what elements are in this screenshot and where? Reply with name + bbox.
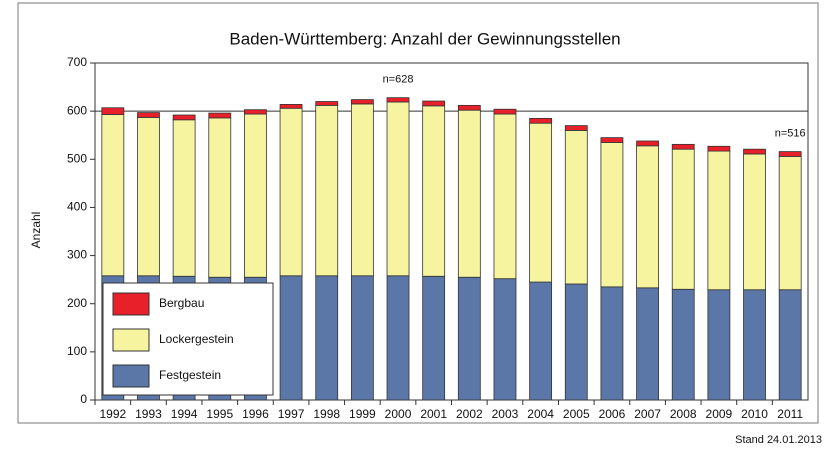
bar-segment <box>172 119 196 277</box>
footnote: Stand 24.01.2013 <box>735 434 822 446</box>
bar-segment <box>600 286 624 401</box>
x-tick-label: 2010 <box>741 407 768 421</box>
annotation: n=628 <box>383 74 414 86</box>
y-tick-label: 200 <box>67 296 87 310</box>
x-tick-label: 1997 <box>278 407 305 421</box>
bar-segment <box>600 142 624 288</box>
x-tick-label: 1996 <box>242 407 269 421</box>
bar-segment <box>386 275 410 401</box>
bar-segment <box>529 117 553 124</box>
bar-segment <box>636 145 659 289</box>
bar-segment <box>315 104 339 277</box>
y-tick-label: 300 <box>67 248 87 262</box>
bar-segment <box>457 109 481 278</box>
annotation: n=516 <box>775 127 806 139</box>
bar-segment <box>743 289 766 401</box>
x-tick-label: 1992 <box>99 407 126 421</box>
bar-segment <box>279 104 303 109</box>
bar-segment <box>636 287 659 401</box>
bar-segment <box>636 140 659 147</box>
y-tick-label: 700 <box>67 55 87 69</box>
bar-segment <box>707 289 731 401</box>
bar-segment <box>350 99 374 105</box>
x-tick-label: 1993 <box>135 407 162 421</box>
x-tick-label: 2006 <box>599 407 626 421</box>
bar-segment <box>315 275 339 401</box>
x-tick-label: 2007 <box>634 407 661 421</box>
bar-segment <box>707 150 731 291</box>
x-tick-label: 2005 <box>563 407 590 421</box>
bar-segment <box>493 278 517 401</box>
bar-segment <box>208 117 232 278</box>
x-tick-label: 2004 <box>527 407 554 421</box>
y-tick-label: 600 <box>67 103 87 117</box>
bar-segment <box>743 153 766 291</box>
legend-label: Lockergestein <box>159 332 234 346</box>
x-tick-label: 1995 <box>206 407 233 421</box>
bar-segment <box>707 145 731 152</box>
x-tick-label: 1994 <box>171 407 198 421</box>
x-tick-label: 2009 <box>706 407 733 421</box>
bar-segment <box>600 137 624 143</box>
bar-segment <box>208 112 232 119</box>
bar-segment <box>671 148 695 290</box>
bar-segment <box>778 151 802 157</box>
x-tick-label: 2001 <box>420 407 447 421</box>
bar-segment <box>564 125 588 131</box>
bar-segment <box>350 275 374 401</box>
x-tick-label: 2003 <box>492 407 519 421</box>
legend-swatch <box>112 364 150 388</box>
bar-segment <box>564 129 588 285</box>
bar-segment <box>350 103 374 277</box>
legend-swatch <box>112 328 150 352</box>
x-tick-label: 2008 <box>670 407 697 421</box>
bar-segment <box>529 281 553 401</box>
bar-segment <box>778 155 802 291</box>
x-tick-label: 2000 <box>385 407 412 421</box>
x-tick-label: 2011 <box>777 407 803 421</box>
y-tick-label: 0 <box>80 392 87 406</box>
bar-segment <box>743 148 766 155</box>
bar-segment <box>137 117 160 277</box>
bar-segment <box>279 275 303 401</box>
x-tick-label: 1998 <box>313 407 340 421</box>
bar-segment <box>101 107 125 115</box>
bar-segment <box>244 113 267 278</box>
chart-title: Baden-Württemberg: Anzahl der Gewinnungs… <box>229 29 620 48</box>
bar-segment <box>493 113 517 280</box>
bar-segment <box>422 105 446 277</box>
x-tick-label: 2002 <box>456 407 483 421</box>
legend-label: Festgestein <box>159 368 221 382</box>
bar-segment <box>457 276 481 401</box>
bar-segment <box>422 100 446 107</box>
bar-segment <box>315 101 339 106</box>
bar-segment <box>529 122 553 283</box>
bar-segment <box>386 101 410 277</box>
x-tick-label: 1999 <box>349 407 376 421</box>
bar-segment <box>564 283 588 401</box>
y-axis-label: Anzahl <box>29 212 43 249</box>
y-tick-label: 500 <box>67 151 87 165</box>
bar-segment <box>422 275 446 401</box>
bar-segment <box>386 97 410 103</box>
y-tick-label: 100 <box>67 344 87 358</box>
bar-segment <box>137 112 160 118</box>
frame <box>17 2 819 424</box>
bar-segment <box>279 107 303 277</box>
y-tick-label: 400 <box>67 200 87 214</box>
bar-segment <box>244 109 267 115</box>
bar-segment <box>671 143 695 150</box>
bar-segment <box>457 104 481 111</box>
bar-segment <box>101 114 125 277</box>
bar-segment <box>671 288 695 401</box>
legend-label: Bergbau <box>159 296 204 310</box>
bar-segment <box>778 289 802 401</box>
legend-swatch <box>112 292 150 316</box>
bar-segment <box>172 114 196 121</box>
bar-segment <box>493 108 517 115</box>
